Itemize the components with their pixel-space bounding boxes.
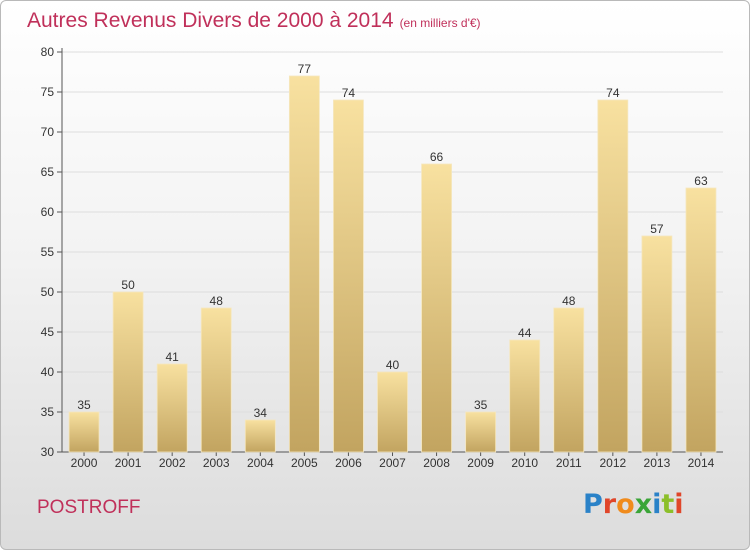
- x-tick-label-2009: 2009: [467, 456, 494, 470]
- chart-subtitle: (en milliers d'€): [399, 16, 481, 30]
- y-tick-label: 50: [41, 285, 55, 299]
- x-tick-label-2014: 2014: [688, 456, 715, 470]
- y-tick-label: 75: [41, 85, 55, 99]
- x-tick-label-2005: 2005: [291, 456, 318, 470]
- bar-2011: [553, 307, 585, 453]
- bar-2014: [685, 187, 717, 453]
- logo-letter: x: [634, 489, 653, 520]
- data-label-2001: 50: [121, 278, 135, 292]
- data-label-2010: 44: [518, 326, 532, 340]
- logo-letter: o: [616, 489, 635, 520]
- data-label-2003: 48: [210, 294, 224, 308]
- chart-title: Autres Revenus Divers de 2000 à 2014 (en …: [27, 9, 481, 33]
- x-tick-label-2001: 2001: [115, 456, 142, 470]
- labels: 30 35 40 45 50 55 60 65 70 75 80 35 2000 50 2001 41 2002…: [41, 45, 715, 470]
- logo-letter: t: [661, 489, 675, 520]
- bar-2008: [421, 163, 452, 453]
- commune-name: POSTROFF: [37, 497, 141, 518]
- x-tick-label-2007: 2007: [379, 456, 406, 470]
- y-tick-label: 40: [41, 365, 55, 379]
- data-label-2002: 41: [165, 350, 179, 364]
- bar-2013: [641, 235, 673, 453]
- proxiti-logo: Proxiti: [583, 489, 684, 520]
- bar-2001: [112, 291, 144, 453]
- x-tick-label-2010: 2010: [511, 456, 538, 470]
- y-tick-label: 65: [41, 165, 55, 179]
- data-label-2004: 34: [254, 406, 268, 420]
- y-tick-label: 60: [41, 205, 55, 219]
- logo-letter: P: [583, 489, 603, 520]
- data-label-2009: 35: [474, 398, 488, 412]
- bar-2009: [465, 411, 497, 453]
- y-tick-label: 35: [41, 405, 55, 419]
- bar-2003: [200, 307, 232, 453]
- data-label-2005: 77: [298, 62, 312, 76]
- data-label-2008: 66: [430, 150, 444, 164]
- bar-2005: [288, 75, 320, 453]
- x-tick-label-2011: 2011: [556, 456, 582, 470]
- bar-2010: [509, 339, 541, 453]
- x-tick-label-2000: 2000: [71, 456, 98, 470]
- data-label-2012: 74: [606, 86, 620, 100]
- bar-2012: [597, 99, 629, 453]
- x-tick-label-2004: 2004: [247, 456, 274, 470]
- data-label-2006: 74: [342, 86, 356, 100]
- x-tick-label-2003: 2003: [203, 456, 230, 470]
- bar-2004: [244, 419, 276, 453]
- bar-2006: [333, 99, 364, 453]
- bar-2000: [68, 411, 100, 453]
- chart-title-text: Autres Revenus Divers de 2000 à 2014: [27, 9, 394, 32]
- logo-letter: i: [674, 489, 684, 520]
- y-tick-label: 45: [41, 325, 55, 339]
- y-tick-label: 30: [41, 445, 55, 459]
- x-tick-label-2006: 2006: [335, 456, 362, 470]
- data-label-2013: 57: [650, 222, 664, 236]
- y-tick-label: 80: [41, 45, 55, 59]
- x-tick-label-2012: 2012: [599, 456, 626, 470]
- x-tick-label-2002: 2002: [159, 456, 186, 470]
- data-label-2007: 40: [386, 358, 400, 372]
- data-label-2014: 63: [694, 174, 708, 188]
- logo-letter: i: [652, 489, 662, 520]
- x-tick-label-2013: 2013: [644, 456, 671, 470]
- bar-2007: [377, 371, 408, 453]
- data-label-2000: 35: [77, 398, 91, 412]
- x-tick-label-2008: 2008: [423, 456, 450, 470]
- y-tick-label: 55: [41, 245, 55, 259]
- data-label-2011: 48: [562, 294, 576, 308]
- y-tick-label: 70: [41, 125, 55, 139]
- bars: [68, 75, 717, 453]
- bar-2002: [156, 363, 188, 453]
- logo-letter: r: [602, 489, 617, 520]
